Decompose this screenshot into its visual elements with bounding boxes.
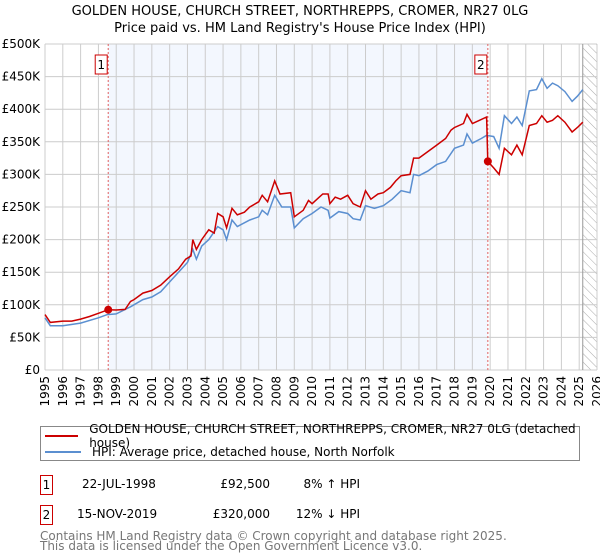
x-tick-label: 2004 (198, 376, 212, 407)
sale-marker-box (474, 54, 488, 75)
x-tick-label: 2012 (341, 376, 355, 407)
x-tick-label: 2007 (252, 376, 266, 407)
legend-item-property: GOLDEN HOUSE, CHURCH STREET, NORTHREPPS,… (45, 422, 579, 450)
y-tick-label: £500K (2, 37, 42, 51)
legend-item-hpi: HPI: Average price, detached house, Nort… (45, 444, 395, 460)
footer-licence: This data is licensed under the Open Gov… (40, 539, 423, 553)
footer-copyright: Contains HM Land Registry data © Crown c… (40, 529, 507, 543)
hpi-series-line (44, 76, 584, 327)
property-series-line (44, 112, 584, 324)
x-tick-label: 1996 (56, 376, 70, 407)
x-tick-label: 1995 (38, 376, 52, 407)
x-tick-label: 2009 (287, 376, 301, 407)
x-tick-label: 2014 (376, 376, 390, 407)
x-tick-label: 2000 (127, 376, 141, 407)
x-tick-label: 2011 (323, 376, 337, 407)
legend: GOLDEN HOUSE, CHURCH STREET, NORTHREPPS,… (40, 422, 580, 461)
transaction-price: £92,500 (220, 477, 270, 491)
x-tick-label: 2016 (412, 376, 426, 407)
x-tick-label: 2005 (216, 376, 230, 407)
sale-marker-label: 1 (97, 58, 105, 72)
y-tick-label: £200K (2, 233, 42, 247)
transaction-price: £320,000 (212, 507, 270, 521)
sale-point (104, 305, 113, 314)
y-tick-label: £100K (2, 298, 42, 312)
x-tick-label: 2023 (537, 376, 551, 407)
chart-title: GOLDEN HOUSE, CHURCH STREET, NORTHREPPS,… (71, 4, 529, 19)
x-tick-label: 2003 (180, 376, 194, 407)
transaction-hpi: 8% ↑ HPI (303, 477, 360, 491)
transaction-date: 15-NOV-2019 (77, 507, 158, 521)
sale-marker-label: 2 (477, 58, 485, 72)
x-tick-label: 2021 (501, 376, 515, 407)
x-tick-label: 2020 (483, 376, 497, 407)
sale-point (483, 157, 492, 166)
x-tick-label: 2010 (305, 376, 319, 407)
x-tick-label: 1998 (91, 376, 105, 407)
legend-property-label: GOLDEN HOUSE, CHURCH STREET, NORTHREPPS,… (89, 422, 576, 450)
x-tick-label: 2019 (465, 376, 479, 407)
y-tick-label: £450K (2, 70, 42, 84)
x-tick-label: 1997 (74, 376, 88, 407)
y-tick-label: £400K (2, 102, 42, 116)
price-chart: 1995 1996 1997 1998 1999 2000 2001 2002 2003 2004… (2, 37, 600, 407)
chart-subtitle: Price paid vs. HM Land Registry's House … (114, 21, 486, 36)
x-tick-label: 1999 (109, 376, 123, 407)
marker-badge: 2 (40, 505, 53, 525)
x-tick-label: 2013 (359, 376, 373, 407)
x-tick-label: 2018 (448, 376, 462, 407)
transaction-date: 22-JUL-1998 (82, 477, 156, 491)
blue-line-swatch (45, 451, 81, 453)
y-tick-label: £150K (2, 265, 42, 279)
transaction-hpi: 12% ↓ HPI (295, 507, 360, 521)
x-tick-label: 2006 (234, 376, 248, 407)
x-tick-label: 2002 (163, 376, 177, 407)
x-tick-label: 2024 (554, 376, 568, 407)
sale-marker-box (94, 54, 108, 75)
legend-hpi-label: HPI: Average price, detached house, Nort… (92, 445, 395, 459)
y-tick-label: £250K (2, 200, 42, 214)
x-tick-label: 2025 (572, 376, 586, 407)
red-line-swatch (45, 435, 79, 437)
y-tick-label: £300K (2, 167, 42, 181)
x-tick-label: 2001 (145, 376, 159, 407)
x-tick-label: 2015 (394, 376, 408, 407)
x-tick-label: 2017 (430, 376, 444, 407)
x-tick-label: 2008 (269, 376, 283, 407)
marker-badge: 1 (40, 475, 53, 495)
y-tick-label: £350K (2, 135, 42, 149)
x-tick-label: 2026 (590, 376, 600, 407)
y-tick-label: £50K (9, 330, 41, 344)
y-tick-label: £0 (25, 363, 40, 377)
x-tick-label: 2022 (519, 376, 533, 407)
